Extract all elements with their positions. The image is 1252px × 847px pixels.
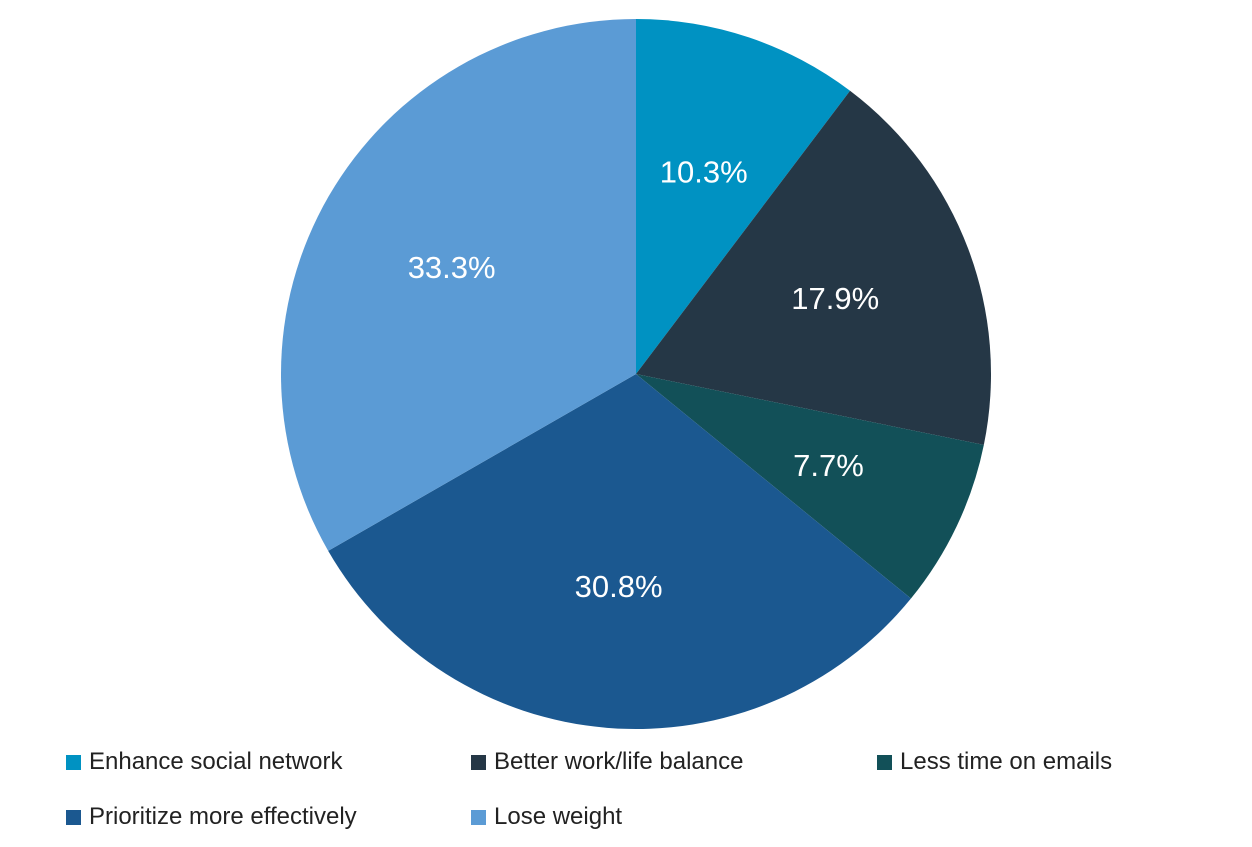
pie-value-label-enhance-social-network: 10.3% [660, 155, 748, 190]
legend-item-enhance-social-network: Enhance social network [66, 747, 342, 777]
legend-item-prioritize-more-effectively: Prioritize more effectively [66, 802, 357, 832]
pie-value-labels: 10.3% 17.9% 7.7% 30.8% 33.3% [408, 155, 880, 604]
pie-slice-prioritize-more-effectively [328, 374, 911, 729]
legend-label: Prioritize more effectively [89, 803, 357, 830]
pie-slice-less-time-on-emails [636, 374, 984, 599]
legend-item-lose-weight: Lose weight [471, 802, 622, 832]
legend-label: Enhance social network [89, 748, 343, 775]
legend-swatch [66, 754, 81, 770]
pie-value-label-less-time-on-emails: 7.7% [793, 448, 864, 483]
pie-slice-enhance-social-network [636, 19, 851, 374]
legend-swatch [66, 809, 81, 825]
pie-value-label-prioritize-more-effectively: 30.8% [575, 569, 663, 604]
pie-slices [281, 19, 992, 729]
pie-slice-lose-weight [281, 19, 636, 551]
pie-value-label-lose-weight: 33.3% [408, 250, 496, 285]
legend-item-less-time-on-emails: Less time on emails [877, 747, 1112, 777]
pie-chart: 10.3% 17.9% 7.7% 30.8% 33.3% [281, 19, 992, 729]
legend-label: Better work/life balance [494, 748, 744, 775]
legend-item-better-work-life-balance: Better work/life balance [471, 747, 743, 777]
pie-slice-better-work-life-balance [636, 90, 992, 445]
legend-label: Less time on emails [900, 748, 1113, 775]
legend-swatch [877, 754, 892, 770]
legend-label: Lose weight [494, 803, 623, 830]
legend-swatch [471, 809, 486, 825]
legend-swatch [471, 754, 486, 770]
pie-value-label-better-work-life-balance: 17.9% [791, 281, 879, 316]
